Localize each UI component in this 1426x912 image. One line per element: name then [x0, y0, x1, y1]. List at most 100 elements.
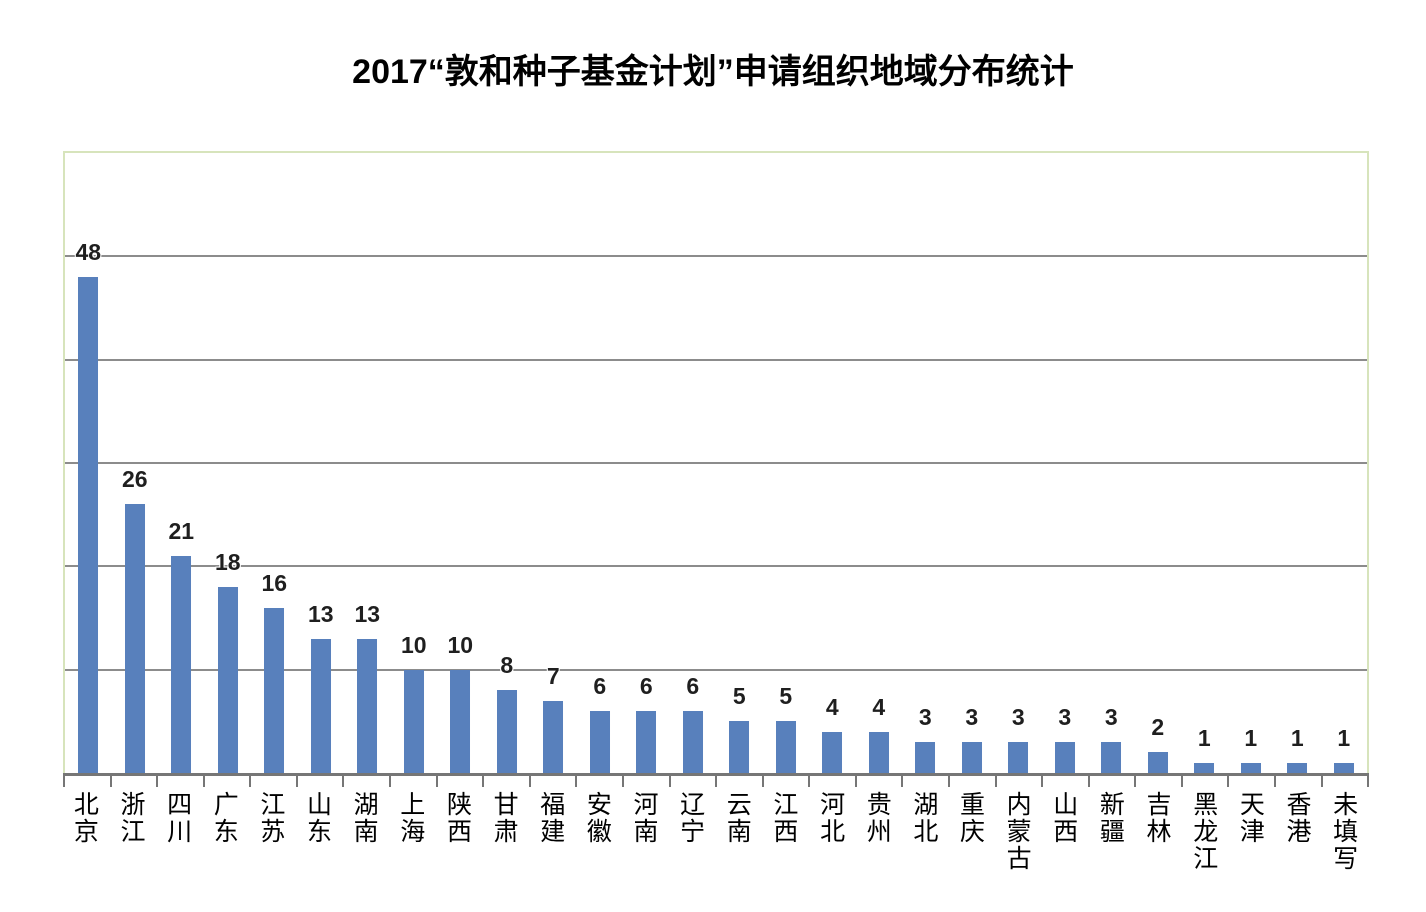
- x-axis-label: 湖 南: [353, 791, 379, 846]
- bar-cell: 1: [1321, 153, 1368, 773]
- x-axis-tick: [624, 776, 671, 787]
- gridline-10: [65, 668, 1367, 671]
- bar-cell: 21: [158, 153, 205, 773]
- plot-area: 48 26 21 18 16 13 13 10 10 8 7 6 6 6 5 5 4 4 3 3 3 3 3 2 1 1 1 1: [63, 151, 1369, 775]
- x-axis-tick: [158, 776, 205, 787]
- x-axis-tick: [903, 776, 950, 787]
- bar-value-label: 13: [307, 600, 334, 627]
- bar: [868, 731, 889, 773]
- x-axis-labels: 北 京浙 江四 川广 东江 苏山 东湖 南上 海陕 西甘 肃福 建安 徽河 南辽…: [63, 792, 1369, 873]
- bars-container: 48 26 21 18 16 13 13 10 10 8 7 6 6 6 5 5 4 4 3 3 3 3 3 2 1 1 1 1: [65, 153, 1367, 773]
- x-axis-label: 福 建: [540, 791, 566, 846]
- bar-value-label: 3: [965, 704, 979, 730]
- x-axis-label: 云 南: [726, 791, 752, 846]
- x-axis-tick: [251, 776, 298, 787]
- bar: [682, 711, 703, 773]
- bar-value-label: 26: [121, 466, 148, 493]
- bar-cell: 1: [1181, 153, 1228, 773]
- bar-value-label: 7: [546, 662, 560, 689]
- bar: [1333, 762, 1354, 773]
- bar-cell: 5: [716, 153, 763, 773]
- x-axis-label: 陕 西: [446, 791, 472, 846]
- x-axis-label: 四 川: [167, 791, 193, 846]
- bar: [589, 711, 610, 773]
- bar: [729, 721, 750, 773]
- bar: [961, 742, 982, 773]
- bar-cell: 3: [995, 153, 1042, 773]
- bar-cell: 8: [484, 153, 531, 773]
- gridline-50: [65, 255, 1367, 258]
- bar-cell: 1: [1228, 153, 1275, 773]
- bar-value-label: 4: [872, 693, 886, 720]
- bar-value-label: 48: [75, 239, 102, 265]
- x-axis-tick: [950, 776, 997, 787]
- bar: [1287, 762, 1308, 773]
- bar: [775, 721, 796, 773]
- bar: [1101, 742, 1122, 773]
- x-axis-label: 香 港: [1286, 791, 1312, 846]
- x-axis-tick: [1043, 776, 1090, 787]
- x-axis-tick: [205, 776, 252, 787]
- bar: [171, 556, 192, 773]
- bar-value-label: 4: [825, 693, 839, 720]
- x-axis-ticks: [63, 776, 1370, 787]
- bar-value-label: 3: [918, 704, 932, 730]
- bar-value-label: 21: [168, 518, 195, 544]
- x-axis-label: 山 西: [1053, 791, 1079, 846]
- bar: [217, 587, 238, 773]
- bar-cell: 10: [437, 153, 484, 773]
- bar: [78, 277, 99, 773]
- x-axis-tick: [764, 776, 811, 787]
- x-axis-line: [63, 773, 1369, 776]
- bar: [636, 711, 657, 773]
- bar-cell: 3: [1042, 153, 1089, 773]
- gridlines: [65, 153, 1367, 773]
- x-axis-tick: [717, 776, 764, 787]
- bar-value-label: 1: [1337, 724, 1351, 751]
- x-axis-label: 湖 北: [913, 791, 939, 846]
- x-axis-tick: [112, 776, 159, 787]
- bar-cell: 2: [1135, 153, 1182, 773]
- bar-value-label: 1: [1244, 724, 1258, 751]
- bar: [1147, 752, 1168, 773]
- bar-cell: 6: [623, 153, 670, 773]
- bar-cell: 4: [809, 153, 856, 773]
- bar-value-label: 3: [1011, 704, 1025, 730]
- x-axis-label: 内 蒙 古: [1006, 791, 1032, 873]
- x-axis-tick: [577, 776, 624, 787]
- bar: [1240, 762, 1261, 773]
- x-axis-label: 新 疆: [1099, 791, 1125, 846]
- bar-cell: 6: [670, 153, 717, 773]
- x-axis-label: 河 北: [820, 791, 846, 846]
- bar-cell: 3: [1088, 153, 1135, 773]
- bar-value-label: 1: [1197, 724, 1211, 751]
- gridline-30: [65, 462, 1367, 464]
- bar: [357, 638, 378, 773]
- x-axis-label: 甘 肃: [493, 791, 519, 846]
- x-axis-tick: [1136, 776, 1183, 787]
- x-axis-label: 山 东: [307, 791, 333, 846]
- bar-value-label: 3: [1104, 704, 1118, 730]
- x-axis-tick: [1323, 776, 1370, 787]
- bar-cell: 26: [112, 153, 159, 773]
- bar: [1054, 742, 1075, 773]
- x-axis-tick: [997, 776, 1044, 787]
- x-axis-label: 安 徽: [586, 791, 612, 846]
- bar-cell: 16: [251, 153, 298, 773]
- bar-value-label: 13: [354, 600, 381, 627]
- x-axis-tick: [65, 776, 112, 787]
- x-axis-label: 未 填 写: [1333, 791, 1359, 873]
- bar-cell: 4: [856, 153, 903, 773]
- bar-cell: 1: [1274, 153, 1321, 773]
- x-axis-label: 天 津: [1239, 791, 1265, 846]
- gridline-40: [65, 358, 1367, 361]
- x-axis-tick: [438, 776, 485, 787]
- bar-value-label: 5: [732, 683, 746, 710]
- bar-value-label: 16: [261, 569, 288, 596]
- bar: [124, 504, 145, 773]
- x-axis-label: 广 东: [213, 791, 239, 846]
- bar: [310, 638, 331, 773]
- bar: [1008, 742, 1029, 773]
- bar: [264, 607, 285, 773]
